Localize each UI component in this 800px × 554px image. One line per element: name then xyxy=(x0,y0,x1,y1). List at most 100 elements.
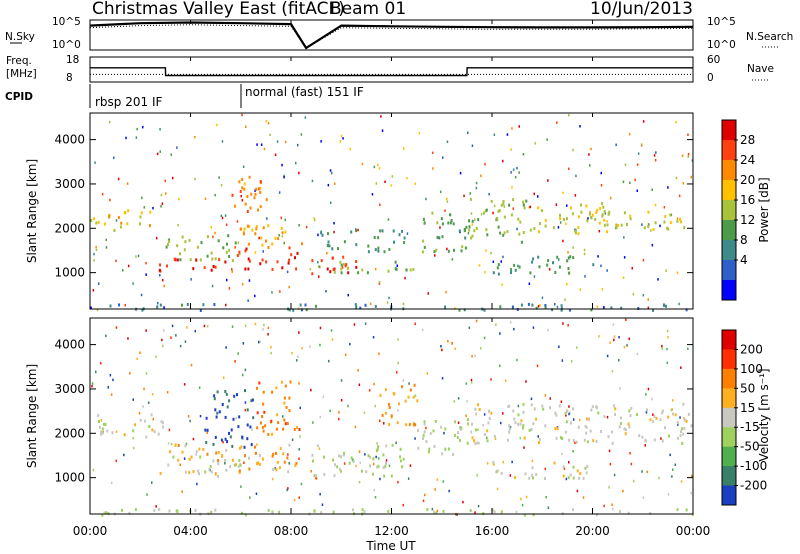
heat-speckle xyxy=(532,326,535,329)
heat-cell-3 xyxy=(294,256,296,260)
heat-cell-4 xyxy=(284,230,287,234)
heat-cell-8 xyxy=(422,433,425,437)
heat-speckle xyxy=(225,346,227,349)
heat-cell-9 xyxy=(685,419,688,423)
heat-cell-14 xyxy=(520,303,523,307)
heat-speckle xyxy=(514,175,517,179)
heat-speckle xyxy=(125,136,127,140)
heat-speckle xyxy=(378,281,381,284)
heat-speckle xyxy=(329,169,332,172)
heat-speckle xyxy=(240,485,242,488)
heat-cell-3 xyxy=(215,415,218,419)
heat-speckle xyxy=(218,176,220,179)
heat-speckle xyxy=(91,382,94,385)
heat-cell-9 xyxy=(596,406,599,410)
heat-cell-5 xyxy=(289,380,292,384)
heat-cell-2 xyxy=(240,445,243,449)
velocity-colorbar-swatch xyxy=(722,368,736,389)
heat-speckle xyxy=(537,195,539,198)
heat-cell-8 xyxy=(403,236,406,240)
heat-speckle xyxy=(529,205,532,209)
heat-cell-10 xyxy=(468,228,471,232)
heat-speckle xyxy=(376,442,378,445)
heat-speckle xyxy=(579,418,581,422)
heat-speckle xyxy=(338,411,340,414)
heat-cell-2 xyxy=(217,239,220,243)
heat-speckle xyxy=(509,474,512,477)
heat-cell-13 xyxy=(537,255,540,259)
heat-speckle xyxy=(320,140,322,143)
heat-cell-14 xyxy=(359,306,362,310)
heat-cell-9 xyxy=(591,405,594,409)
heat-cell-3 xyxy=(226,405,229,409)
heat-cell-5 xyxy=(243,182,246,186)
heat-cell-11 xyxy=(426,508,429,511)
heat-cell-10 xyxy=(471,219,474,223)
heat-cell-9 xyxy=(423,221,426,225)
heat-cell-10 xyxy=(469,197,472,201)
heat-cell-1 xyxy=(229,465,232,468)
heat-cell-10 xyxy=(498,209,501,213)
heat-speckle xyxy=(91,384,93,388)
heat-cell-6 xyxy=(320,259,323,263)
heat-cell-10 xyxy=(486,233,489,237)
heat-speckle xyxy=(645,411,648,414)
heat-speckle xyxy=(295,161,297,165)
heat-speckle xyxy=(179,344,182,348)
heat-cell-7 xyxy=(340,267,343,271)
heat-cell-11 xyxy=(574,229,577,233)
heat-speckle xyxy=(453,400,455,403)
heat-cell-5 xyxy=(250,192,253,196)
heat-cell-8 xyxy=(459,438,462,442)
heat-cell-4 xyxy=(275,468,278,472)
heat-speckle xyxy=(397,409,399,412)
heat-cell-6 xyxy=(348,461,351,465)
heat-cell-14 xyxy=(159,303,162,307)
heat-cell-2 xyxy=(177,444,180,447)
heat-cell-6 xyxy=(342,453,345,457)
heat-cell-5 xyxy=(259,205,262,209)
heat-cell-3 xyxy=(228,399,231,403)
heat-speckle xyxy=(115,459,117,463)
heat-speckle xyxy=(181,490,183,493)
heat-cell-10 xyxy=(578,476,581,480)
power-colorbar-tick-label: 8 xyxy=(740,233,748,247)
heat-speckle xyxy=(364,322,367,325)
heat-speckle xyxy=(530,397,533,401)
heat-cell-9 xyxy=(517,413,520,417)
heat-speckle xyxy=(687,133,689,136)
heat-speckle xyxy=(318,447,321,450)
heat-speckle xyxy=(569,411,571,415)
heat-cell-6 xyxy=(390,474,393,478)
heat-cell-1 xyxy=(208,467,211,471)
heat-speckle xyxy=(319,265,321,269)
heat-speckle xyxy=(572,450,574,453)
heat-cell-5 xyxy=(258,187,261,191)
heat-speckle xyxy=(611,369,614,373)
heat-speckle xyxy=(372,336,375,339)
heat-speckle xyxy=(534,142,536,145)
heat-cell-0 xyxy=(153,430,156,434)
heat-cell-14 xyxy=(620,306,623,310)
heat-speckle xyxy=(325,290,327,293)
heat-speckle xyxy=(640,143,643,146)
heat-speckle xyxy=(199,414,202,418)
heat-speckle xyxy=(210,226,212,229)
heat-speckle xyxy=(340,134,343,138)
heat-cell-9 xyxy=(679,430,682,434)
heat-speckle xyxy=(159,128,161,131)
heat-speckle xyxy=(510,171,512,174)
heat-cell-6 xyxy=(367,454,370,458)
heat-speckle xyxy=(556,305,559,309)
heat-cell-8 xyxy=(320,231,323,235)
heat-speckle xyxy=(298,496,300,499)
heat-speckle xyxy=(206,325,209,328)
heat-cell-8 xyxy=(367,244,370,248)
heat-speckle xyxy=(105,238,107,242)
heat-speckle xyxy=(477,504,480,508)
heat-cell-2 xyxy=(212,459,215,463)
heat-cell-13 xyxy=(532,257,535,261)
heat-cell-9 xyxy=(555,436,558,440)
heat-speckle xyxy=(216,123,218,127)
heat-speckle xyxy=(108,120,111,124)
